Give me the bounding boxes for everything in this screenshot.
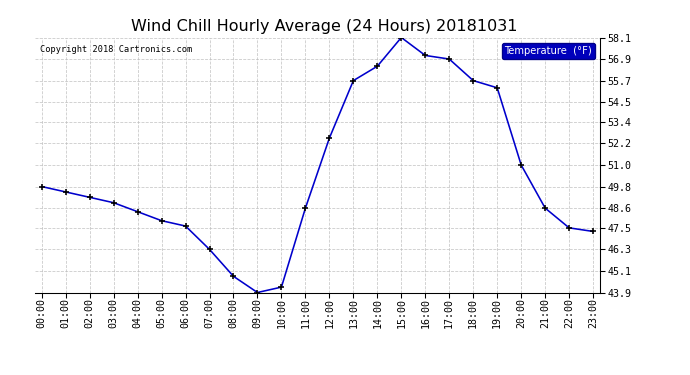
Text: Copyright 2018 Cartronics.com: Copyright 2018 Cartronics.com	[40, 45, 193, 54]
Text: Wind Chill Hourly Average (24 Hours) 20181031: Wind Chill Hourly Average (24 Hours) 201…	[131, 19, 518, 34]
Legend: Temperature  (°F): Temperature (°F)	[502, 42, 595, 58]
